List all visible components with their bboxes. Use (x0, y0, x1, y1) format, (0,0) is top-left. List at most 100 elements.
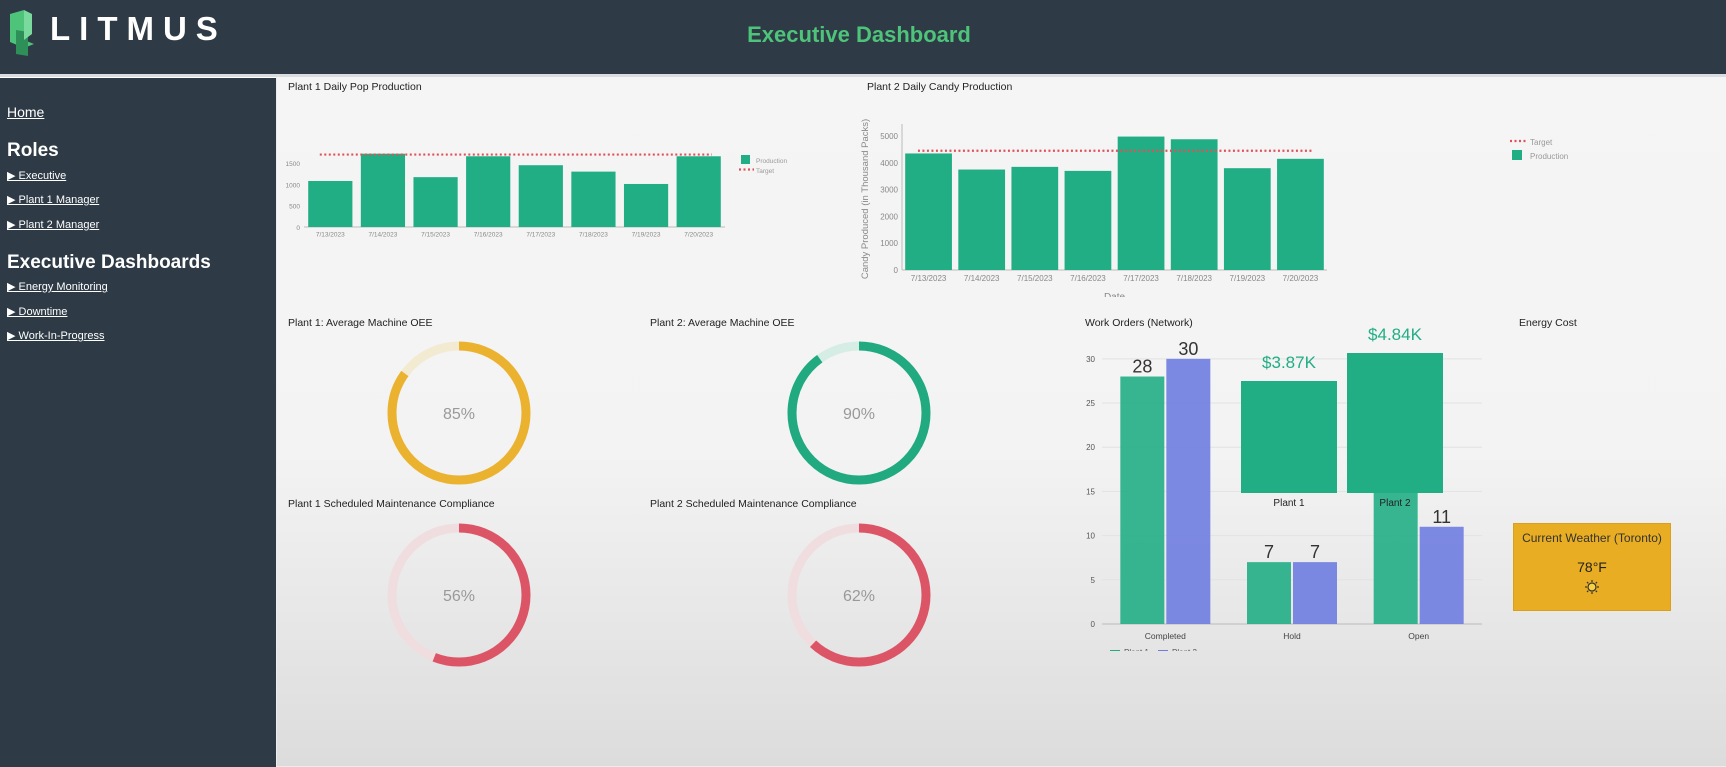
legend-swatch (1110, 650, 1120, 651)
sidebar-item-work-in-progress[interactable]: ▶ Work-In-Progress (7, 330, 105, 342)
x-tick-label: 7/19/2023 (632, 232, 661, 239)
plant1-oee-gauge: 85% (387, 341, 531, 485)
gauge-arc (387, 341, 531, 485)
y-tick-label: 3000 (880, 186, 898, 195)
y-tick-label: 5000 (880, 132, 898, 141)
plant1-oee-title: Plant 1: Average Machine OEE (288, 317, 433, 329)
energy-cost-value: $3.87K (1262, 353, 1316, 373)
sidebar: Home Roles ▶ Executive ▶ Plant 1 Manager… (0, 77, 276, 767)
work-order-bar (1120, 376, 1165, 624)
work-order-bar (1293, 562, 1337, 624)
work-order-bar (1166, 358, 1211, 624)
y-tick-label: 0 (1091, 620, 1096, 629)
legend-label: Plant 1 (1124, 648, 1149, 651)
plant1-maintenance-gauge: 56% (387, 523, 531, 667)
production-bar (676, 156, 721, 227)
plant2-production-title: Plant 2 Daily Candy Production (867, 81, 1013, 93)
page-title: Executive Dashboard (747, 22, 971, 47)
dashboard-main: Plant 1 Daily Pop Production 0 500 1000 150… (277, 77, 1726, 766)
sidebar-item-plant2-manager[interactable]: ▶ Plant 2 Manager (7, 219, 100, 231)
sidebar-item-energy-monitoring[interactable]: ▶ Energy Monitoring (7, 281, 108, 293)
production-bar (905, 153, 952, 270)
production-bar (623, 183, 669, 227)
plant2-production-chart[interactable]: 0 1000 2000 3000 4000 5000 7/13/2023 7/14/2023 7… (857, 97, 1587, 297)
x-axis-title: Date (1104, 292, 1126, 297)
y-tick-label: 0 (894, 266, 899, 275)
y-tick-label: 1000 (880, 239, 898, 248)
x-tick-label: 7/14/2023 (368, 232, 397, 239)
production-bar (1223, 168, 1271, 270)
production-bar (571, 171, 616, 227)
bar-value-label: 28 (1132, 357, 1152, 377)
production-bar (360, 153, 406, 227)
legend-production-swatch (741, 155, 750, 164)
production-bar (518, 165, 563, 227)
weather-widget: Current Weather (Toronto) 78°F (1513, 523, 1671, 611)
sidebar-roles-heading: Roles (7, 140, 59, 161)
plant2-oee-gauge: 90% (787, 341, 931, 485)
y-tick-label: 0 (296, 225, 300, 232)
sidebar-item-downtime[interactable]: ▶ Downtime (7, 306, 68, 318)
energy-cost-category: Plant 2 (1379, 498, 1411, 509)
x-tick-label: 7/17/2023 (1123, 274, 1159, 283)
production-bar (466, 156, 511, 227)
energy-cost-bar (1347, 353, 1443, 493)
weather-title: Current Weather (Toronto) (1522, 531, 1662, 545)
sun-icon (1585, 580, 1599, 594)
legend-label: Target (1530, 138, 1553, 147)
x-tick-label: 7/18/2023 (1176, 274, 1212, 283)
gauge-arc (387, 523, 531, 667)
sidebar-home-link[interactable]: Home (7, 104, 45, 120)
sidebar-item-plant1-manager[interactable]: ▶ Plant 1 Manager (7, 194, 100, 206)
y-tick-label: 5 (1091, 576, 1096, 585)
x-tick-label: 7/15/2023 (1017, 274, 1053, 283)
plant1-maintenance-title: Plant 1 Scheduled Maintenance Compliance (288, 498, 495, 510)
energy-cost-bar (1241, 381, 1337, 493)
y-tick-label: 15 (1086, 487, 1095, 496)
y-tick-label: 500 (289, 204, 300, 211)
x-tick-label: 7/20/2023 (1283, 274, 1319, 283)
weather-temperature: 78°F (1577, 559, 1607, 575)
y-tick-label: 10 (1086, 532, 1095, 541)
legend-label: Production (1530, 152, 1568, 161)
gauge-value-label: 90% (843, 406, 875, 423)
litmus-logo-icon[interactable] (6, 10, 196, 58)
x-tick-label: 7/19/2023 (1230, 274, 1266, 283)
work-order-bar (1419, 526, 1464, 624)
gauge-value-label: 56% (443, 588, 475, 605)
x-tick-label: 7/16/2023 (1070, 274, 1106, 283)
plant1-production-chart[interactable]: 0 500 1000 1500 7/13/2023 7/14/2023 7/15/2023 7… (277, 97, 817, 267)
work-order-bar (1373, 491, 1418, 624)
top-bar: LITMUS Executive Dashboard (0, 0, 1726, 77)
energy-cost-value: $4.84K (1368, 325, 1422, 344)
x-tick-label: 7/14/2023 (964, 274, 1000, 283)
y-tick-label: 2000 (880, 212, 898, 221)
y-axis-title: Candy Produced (in Thousand Packs) (860, 119, 871, 279)
legend-label: Target (756, 168, 774, 175)
y-tick-label: 1000 (286, 182, 301, 189)
sidebar-dashboards-heading: Executive Dashboards (7, 252, 211, 273)
x-tick-label: 7/17/2023 (526, 232, 555, 239)
x-tick-label: 7/13/2023 (911, 274, 947, 283)
bar-value-label: 11 (1432, 507, 1451, 527)
production-bar (1064, 170, 1112, 270)
work-orders-chart[interactable]: 0510152025302830Completed77Hold1511OpenP… (1077, 331, 1487, 651)
work-orders-title: Work Orders (Network) (1085, 317, 1193, 329)
gauge-arc (787, 523, 931, 667)
production-bar (1170, 139, 1218, 270)
gauge-value-label: 62% (843, 588, 875, 605)
x-tick-label: 7/16/2023 (474, 232, 503, 239)
gauge-arc (787, 341, 931, 485)
plant2-oee-title: Plant 2: Average Machine OEE (650, 317, 795, 329)
y-tick-label: 1500 (286, 161, 301, 168)
plant2-maintenance-title: Plant 2 Scheduled Maintenance Compliance (650, 498, 857, 510)
legend-label: Plant 2 (1172, 648, 1197, 651)
x-tick-label: 7/13/2023 (316, 232, 345, 239)
gauge-value-label: 85% (443, 406, 475, 423)
legend-production-swatch (1512, 150, 1522, 160)
sidebar-item-executive[interactable]: ▶ Executive (7, 170, 67, 182)
x-tick-label: Completed (1145, 631, 1186, 641)
production-bar (1117, 136, 1165, 270)
work-order-bar (1247, 562, 1291, 624)
y-tick-label: 4000 (880, 159, 898, 168)
